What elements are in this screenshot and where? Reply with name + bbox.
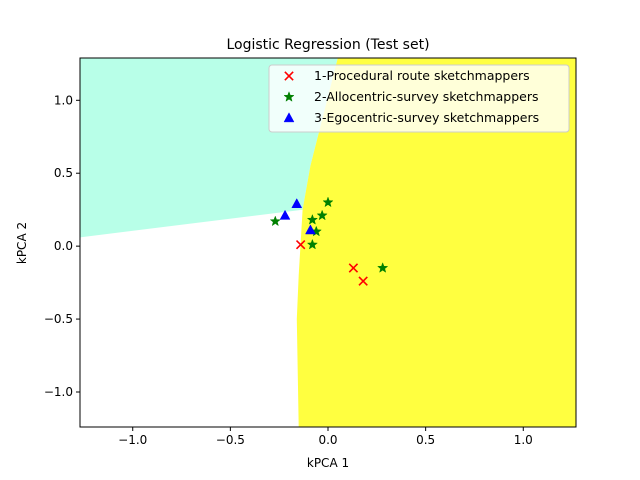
legend-marker-3 — [283, 112, 295, 123]
y-axis-label: kPCA 2 — [15, 222, 29, 264]
legend-label-1: 1-Procedural route sketchmappers — [314, 68, 530, 83]
decision-region-1 — [296, 58, 576, 427]
y-tick-label: −1.0 — [44, 385, 73, 399]
legend-marker-2 — [283, 91, 295, 102]
point-s3-3 — [305, 224, 316, 235]
point-s1-3 — [358, 276, 368, 286]
point-s3-1 — [279, 209, 291, 220]
point-s2-6 — [306, 238, 318, 250]
point-s3-2 — [291, 198, 303, 208]
legend-label-2: 2-Allocentric-survey sketchmappers — [314, 89, 539, 104]
point-s2-1 — [269, 215, 281, 227]
legend-marker-1 — [284, 71, 294, 81]
x-tick-label: −0.5 — [216, 433, 245, 447]
y-tick-label: 0.0 — [54, 239, 73, 253]
legend-box — [268, 64, 570, 133]
x-tick-label: 0.0 — [318, 433, 337, 447]
point-s1-2 — [348, 263, 359, 273]
x-tick-label: −1.0 — [118, 433, 147, 447]
point-s2-5 — [322, 196, 334, 208]
point-s2-2 — [306, 213, 318, 225]
x-axis-label: kPCA 1 — [307, 456, 349, 470]
legend: 1-Procedural route sketchmappers 2-Alloce… — [268, 64, 570, 133]
point-s2-4 — [316, 209, 328, 221]
y-tick-label: 0.5 — [54, 166, 73, 180]
x-axis-ticks: −1.0 −0.5 0.0 0.5 1.0 — [118, 427, 533, 447]
point-s2-7 — [377, 262, 389, 273]
chart-title: Logistic Regression (Test set) — [226, 37, 429, 53]
x-tick-label: 0.5 — [416, 433, 435, 447]
legend-label-3: 3-Egocentric-survey sketchmappers — [314, 110, 539, 125]
y-tick-label: 1.0 — [54, 93, 73, 107]
x-tick-label: 1.0 — [514, 433, 533, 447]
y-axis-ticks: 1.0 0.5 0.0 −0.5 −1.0 — [44, 93, 80, 399]
y-tick-label: −0.5 — [44, 312, 73, 326]
point-s1-1 — [295, 239, 306, 250]
scatter-points — [269, 196, 389, 286]
